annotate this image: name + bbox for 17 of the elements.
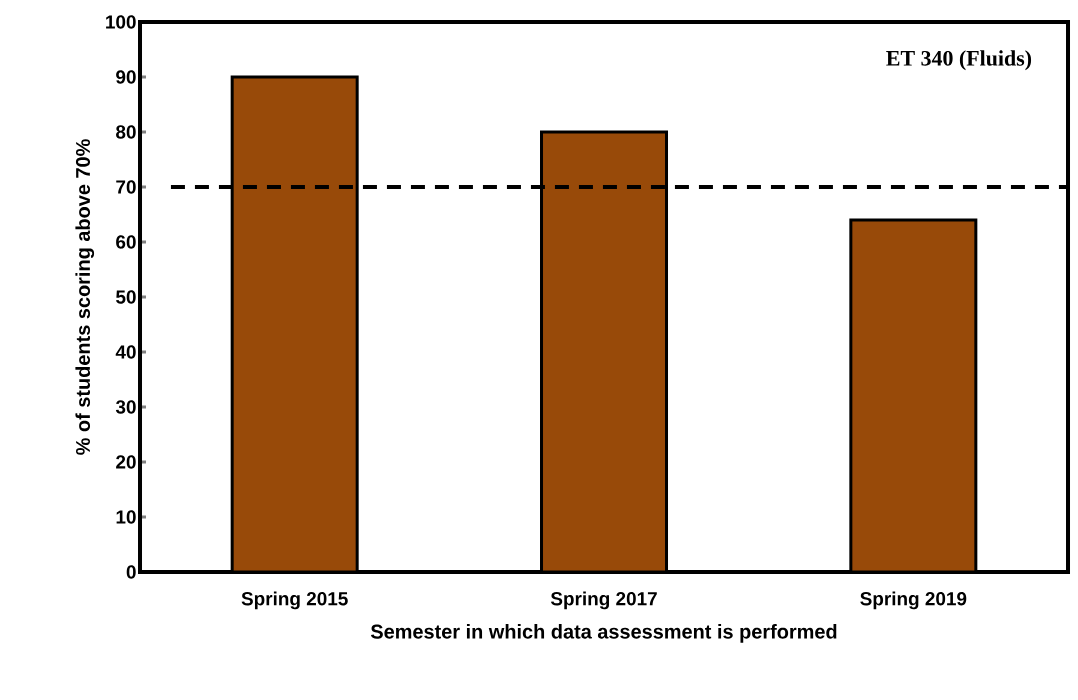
y-tick-label: 40 [115,345,136,359]
x-tick-label: Spring 2015 [241,591,348,610]
x-tick-label: Spring 2019 [860,591,967,610]
x-axis-title: Semester in which data assessment is performed [370,624,837,643]
y-tick-label: 50 [116,290,136,304]
y-axis-title: % of students scoring above 70% [75,139,95,455]
y-tick-label: 10 [116,510,136,524]
y-tick-label: 100 [106,15,136,29]
y-tick-label: 0 [126,565,136,579]
y-tick-label: 30 [115,400,136,414]
y-tick-label: 60 [116,235,136,249]
annotation: ET 340 (Fluids) [886,50,1032,71]
y-tick-label: 20 [116,455,136,469]
y-tick-label: 80 [116,125,136,139]
y-tick-label: 70 [116,180,136,194]
y-tick-label: 90 [116,70,136,84]
x-tick-label: Spring 2017 [550,591,657,610]
